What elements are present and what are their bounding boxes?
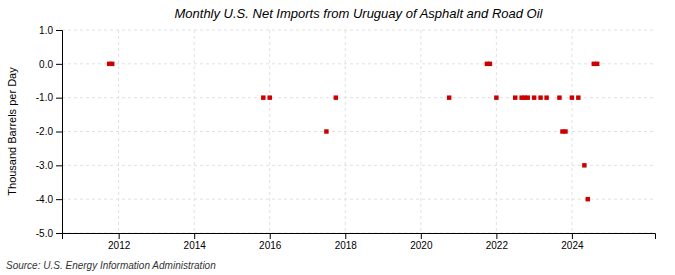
grid-line [118, 30, 119, 233]
tick: 0.0 [39, 59, 62, 70]
tick: -5.0 [36, 228, 62, 239]
tick: -2.0 [36, 126, 62, 137]
tick-mark [56, 132, 62, 133]
point [576, 95, 580, 99]
point [268, 95, 272, 99]
grid-line [420, 30, 421, 233]
grid-line [62, 97, 655, 98]
point [532, 95, 536, 99]
tick-label: 2012 [108, 240, 131, 251]
tick-mark [194, 233, 195, 239]
point [513, 95, 517, 99]
tick: 2018 [335, 233, 358, 251]
grid-line [62, 165, 655, 166]
y-axis-title: Thousand Barrels per Day [6, 67, 18, 196]
tick-label: 2022 [486, 240, 509, 251]
tick: 2012 [108, 233, 131, 251]
tick-label: 0.0 [39, 59, 53, 70]
point [557, 95, 561, 99]
point [582, 163, 586, 167]
x-axis: 2012 2014 2016 2018 2020 2022 2024 [63, 233, 656, 251]
tick-mark [56, 165, 62, 166]
tick-label: -1.0 [36, 92, 54, 103]
tick-label: -5.0 [36, 228, 54, 239]
tick-label: -4.0 [36, 194, 54, 205]
point [525, 95, 529, 99]
point [488, 62, 492, 66]
tick-mark [56, 233, 62, 234]
grid-line [571, 30, 572, 233]
tick-label: 2016 [259, 240, 282, 251]
chart: 2012 2014 2016 2018 2020 2022 2024 1.0 0.0 -1.0 -2… [0, 0, 675, 275]
tick: -4.0 [36, 194, 62, 205]
grid-line [194, 30, 195, 233]
point [586, 197, 590, 201]
tick: 2016 [259, 233, 282, 251]
grid [62, 30, 655, 233]
tick-mark [572, 233, 573, 239]
tick-mark [56, 30, 62, 31]
point [261, 95, 265, 99]
tick-mark [56, 199, 62, 200]
source-note: Source: U.S. Energy Information Administ… [6, 260, 216, 271]
title: Monthly U.S. Net Imports from Uruguay of… [174, 6, 543, 21]
tick-label: 2020 [410, 240, 433, 251]
point [570, 95, 574, 99]
grid-line [269, 30, 270, 233]
tick-mark [421, 233, 422, 239]
point [563, 129, 567, 133]
y-axis: 1.0 0.0 -1.0 -2.0 -3.0 -4.0 -5.0 [36, 25, 63, 239]
point [334, 95, 338, 99]
points [107, 62, 599, 202]
tick-mark [56, 98, 62, 99]
tick-label: 2018 [335, 240, 358, 251]
point [595, 62, 599, 66]
grid-line [496, 30, 497, 233]
point [110, 62, 114, 66]
tick-mark [56, 64, 62, 65]
grid-line [62, 30, 655, 31]
tick: -3.0 [36, 160, 62, 171]
tick-label: 1.0 [39, 25, 53, 36]
tick-mark [270, 233, 271, 239]
grid-line [345, 30, 346, 233]
point [538, 95, 542, 99]
point [544, 95, 548, 99]
tick: 2024 [561, 233, 584, 251]
axis-line [56, 31, 63, 234]
tick-mark [119, 233, 120, 239]
tick-label: 2014 [184, 240, 207, 251]
tick-label: 2024 [561, 240, 584, 251]
tick: 2014 [184, 233, 207, 251]
tick: 2020 [410, 233, 433, 251]
grid-line [62, 63, 655, 64]
tick-mark [345, 233, 346, 239]
grid-line [62, 199, 655, 200]
point [447, 95, 451, 99]
tick-label: -2.0 [36, 126, 54, 137]
axis-line [63, 234, 656, 240]
tick: -1.0 [36, 92, 62, 103]
plot: 2012 2014 2016 2018 2020 2022 2024 1.0 0.0 -1.0 -2… [36, 25, 656, 251]
tick: 2022 [486, 233, 509, 251]
tick: 1.0 [39, 25, 62, 36]
point [324, 129, 328, 133]
tick-label: -3.0 [36, 160, 54, 171]
point [494, 95, 498, 99]
tick-mark [496, 233, 497, 239]
